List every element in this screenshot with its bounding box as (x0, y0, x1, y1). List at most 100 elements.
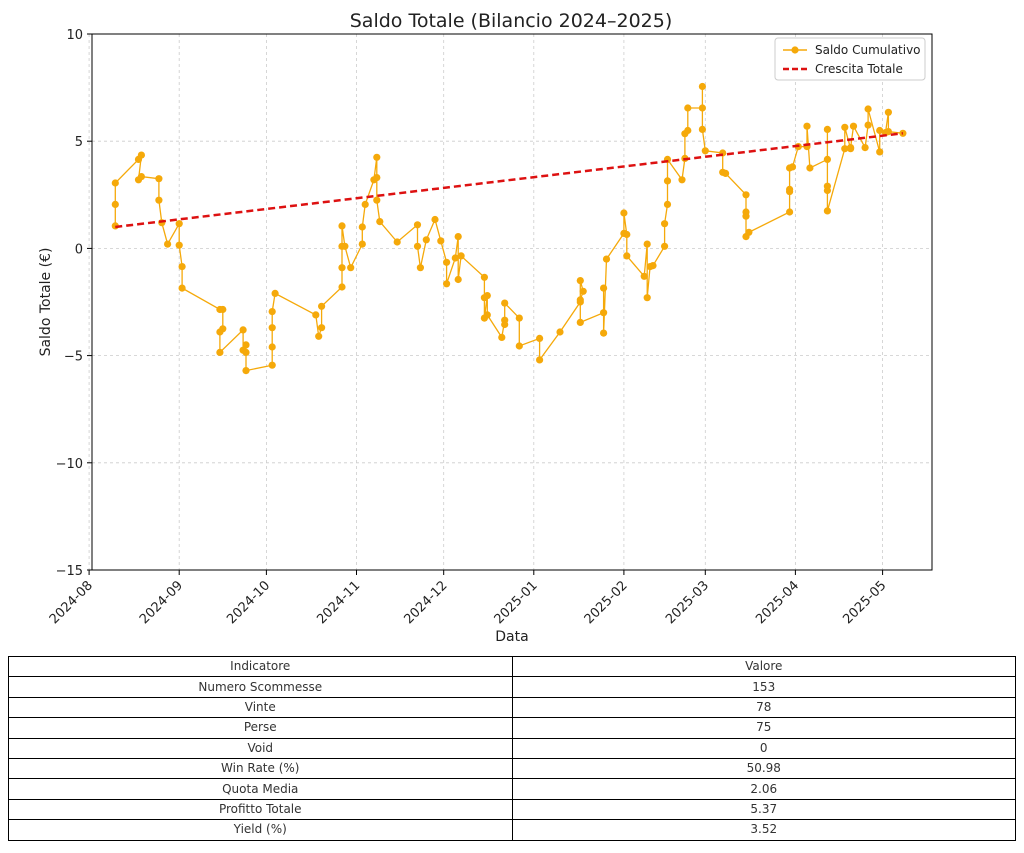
saldo-point (242, 348, 250, 356)
saldo-point (242, 367, 250, 375)
saldo-point (358, 223, 366, 231)
saldo-point (742, 191, 750, 199)
saldo-point (701, 147, 709, 155)
legend-trend-label: Crescita Totale (815, 62, 903, 76)
saldo-point (698, 104, 707, 112)
saldo-point (437, 237, 445, 245)
saldo-point (338, 283, 346, 291)
value-cell: Valore (511, 655, 1016, 678)
indicator-cell: Perse (8, 717, 513, 739)
saldo-point (864, 121, 872, 129)
saldo-point (454, 275, 462, 284)
saldo-point (823, 155, 832, 163)
saldo-point (515, 314, 523, 322)
saldo-point (413, 221, 422, 229)
saldo-point (684, 126, 692, 135)
saldo-point (443, 258, 451, 266)
saldo-point (137, 151, 145, 159)
indicator-cell: Profitto Totale (8, 798, 513, 821)
saldo-point (847, 144, 855, 152)
saldo-point (579, 287, 587, 295)
value-cell: 5.37 (511, 798, 1016, 821)
indicator-cell: Yield (%) (8, 819, 513, 841)
table-row: Perse 75 (8, 717, 1016, 739)
saldo-point (684, 104, 692, 112)
table-row: Win Rate (%) 50.98 (8, 757, 1016, 780)
saldo-point (242, 341, 250, 349)
value-cell: 0 (511, 737, 1016, 759)
x-tick-label: 2025-05 (840, 578, 889, 627)
saldo-point (268, 361, 276, 369)
y-tick-label: 10 (66, 28, 83, 43)
y-axis-label: Saldo Totale (€) (38, 248, 54, 357)
value-cell: 2.06 (511, 778, 1016, 800)
indicator-cell: Quota Media (8, 778, 513, 800)
table-header-row: Indicatore Valore (8, 655, 1016, 678)
saldo-point (178, 263, 186, 271)
saldo-point (623, 252, 631, 260)
saldo-point (483, 292, 491, 300)
saldo-point (841, 145, 849, 153)
value-cell: 75 (511, 717, 1016, 739)
table-row: Yield (%) 3.52 (8, 819, 1016, 841)
chart: Saldo Totale (Bilancio 2024–2025) 10 5 0 −5… (38, 10, 933, 645)
saldo-point (219, 305, 227, 314)
saldo-point (315, 332, 323, 340)
saldo-point (661, 242, 669, 250)
table-row: Void 0 (8, 737, 1016, 759)
saldo-point (175, 241, 183, 249)
saldo-point (745, 228, 753, 236)
saldo-point (358, 240, 366, 248)
saldo-point (698, 125, 707, 133)
saldo-point (416, 264, 424, 272)
saldo-point (111, 200, 119, 208)
saldo-point (137, 173, 145, 181)
x-tick-label: 2025-03 (663, 578, 712, 627)
saldo-point (431, 215, 439, 224)
saldo-point (876, 126, 884, 135)
x-tick-label: 2024-10 (224, 578, 273, 627)
saldo-point (318, 324, 326, 332)
saldo-point (823, 125, 832, 133)
saldo-point (623, 230, 631, 239)
saldo-point (216, 348, 224, 356)
legend: Saldo Cumulativo Crescita Totale (774, 37, 926, 81)
saldo-point (268, 343, 276, 351)
saldo-point (341, 242, 349, 250)
saldo-point (536, 356, 544, 364)
saldo-point (884, 128, 893, 136)
table-row: Numero Scommesse 153 (8, 676, 1016, 698)
saldo-point (698, 82, 707, 91)
saldo-point (515, 342, 523, 350)
saldo-point (216, 328, 224, 336)
saldo-point (649, 262, 657, 270)
saldo-point (373, 196, 381, 204)
saldo-point (178, 284, 186, 292)
saldo-point (576, 296, 584, 304)
table-row: Vinte 78 (8, 696, 1016, 719)
saldo-point (393, 238, 401, 246)
indicator-cell: Vinte (8, 696, 513, 719)
saldo-point (640, 272, 648, 280)
saldo-point (483, 311, 491, 319)
value-cell: 50.98 (511, 757, 1016, 780)
saldo-point (454, 233, 462, 241)
chart-title: Saldo Totale (Bilancio 2024–2025) (350, 10, 673, 32)
y-tick-label: 0 (75, 242, 83, 257)
saldo-point (536, 334, 544, 342)
legend-box (774, 37, 926, 81)
legend-saldo-label: Saldo Cumulativo (815, 43, 921, 57)
saldo-point (643, 240, 651, 248)
saldo-point (175, 220, 183, 228)
x-tick-label: 2025-01 (492, 578, 541, 627)
saldo-point (361, 200, 369, 208)
saldo-point (480, 273, 488, 281)
saldo-point (457, 252, 465, 260)
saldo-point (155, 175, 163, 183)
indicator-cell: Void (8, 737, 513, 759)
saldo-point (271, 289, 279, 297)
saldo-point (600, 309, 608, 317)
crescita-totale-line (115, 132, 904, 229)
saldo-point (576, 277, 584, 285)
saldo-point (422, 236, 430, 244)
